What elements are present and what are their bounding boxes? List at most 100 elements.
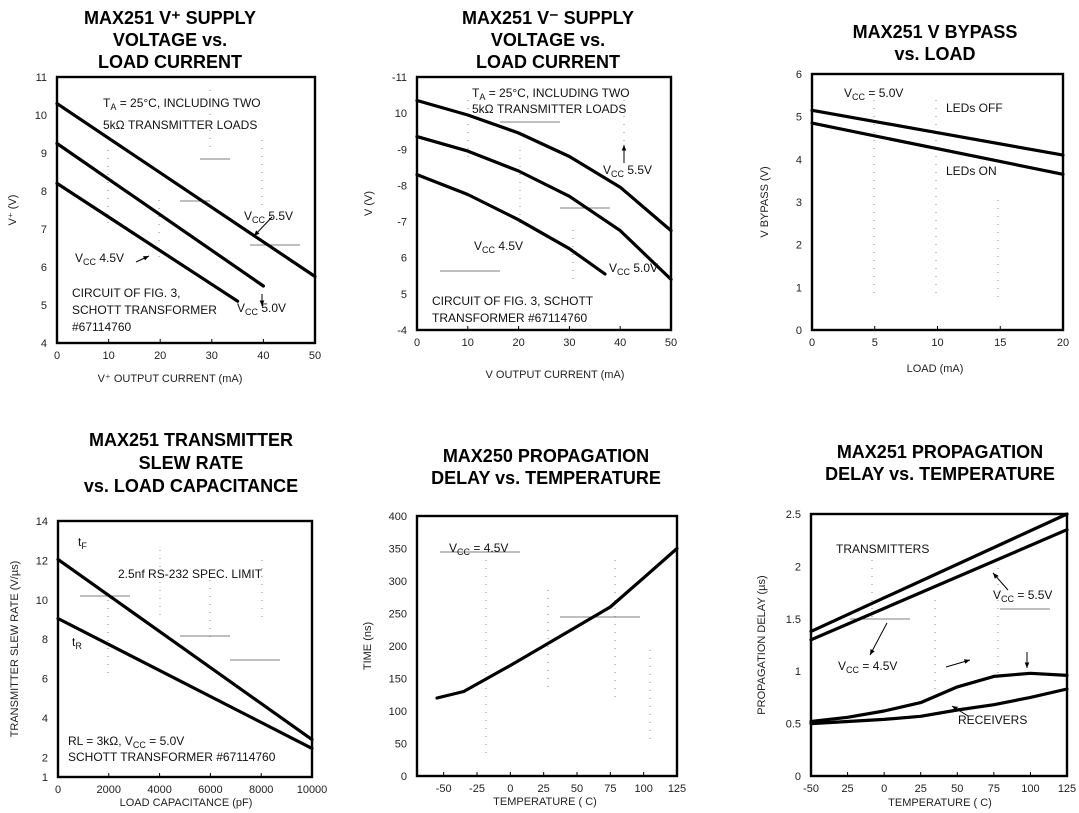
y-tick-label: -7: [397, 217, 407, 229]
x-axis-label: LOAD CAPACITANCE (pF): [120, 797, 253, 809]
x-tick-label: 10: [931, 337, 943, 349]
x-tick-label: 100: [634, 783, 652, 795]
chart-title-line: MAX251 V BYPASS: [853, 22, 1018, 42]
annotation-text: VCC 5.5V: [244, 209, 293, 225]
annotation-text: 2.5nf RS-232 SPEC. LIMIT: [118, 567, 263, 581]
chart-title-line: SLEW RATE: [139, 453, 244, 473]
y-axis-label: V BYPASS (V): [759, 166, 771, 237]
y-tick-label: 100: [389, 706, 407, 718]
series-line-1: [56, 616, 314, 751]
x-tick-label: 8000: [249, 784, 273, 796]
y-tick-label: -8: [397, 180, 407, 192]
chart-title-line: MAX251 PROPAGATION: [837, 442, 1043, 462]
x-tick-label: 40: [614, 337, 626, 349]
leader-arrowhead: [254, 230, 260, 236]
x-tick-label: 75: [604, 783, 616, 795]
y-tick-label: 1.5: [786, 614, 801, 626]
y-tick-label: 5: [796, 112, 802, 124]
y-axis-label: V (V): [363, 191, 375, 216]
y-tick-label: 6: [401, 253, 407, 265]
x-axis-label: LOAD (mA): [907, 363, 964, 375]
chart-title-line: DELAY vs. TEMPERATURE: [431, 468, 661, 488]
series-line-2: [809, 671, 1069, 724]
x-tick-label: 0: [414, 337, 420, 349]
y-tick-label: 5: [401, 289, 407, 301]
x-tick-label: 20: [154, 350, 166, 362]
x-tick-label: 15: [994, 337, 1006, 349]
x-tick-label: 50: [571, 783, 583, 795]
annotation-text: TRANSMITTERS: [836, 542, 929, 556]
leader-arrowhead: [993, 573, 999, 579]
series-line-0: [55, 101, 317, 279]
y-tick-label: 6: [41, 262, 47, 274]
y-tick-label: -11: [392, 72, 407, 84]
x-tick-label: 30: [563, 337, 575, 349]
annotation-text: VCC = 5.5V: [993, 588, 1052, 604]
annotation-text: RL = 3kΩ, VCC = 5.0V: [68, 734, 184, 750]
y-tick-label: 0.5: [786, 719, 801, 731]
x-tick-label: 6000: [198, 784, 222, 796]
chart-title-line: VOLTAGE vs.: [491, 30, 605, 50]
series-line-0: [56, 557, 314, 742]
y-axis-label: PROPAGATION DELAY (µs): [756, 575, 768, 714]
y-tick-label: 2.5: [786, 509, 801, 521]
y-tick-label: 2: [42, 752, 48, 764]
y-tick-label: 9: [41, 148, 47, 160]
annotation-text: VCC = 4.5V: [449, 541, 508, 557]
x-tick-label: 25: [841, 783, 853, 795]
y-tick-label: 5: [41, 300, 47, 312]
y-tick-label: -9: [397, 144, 407, 156]
annotation-text: TRANSFORMER #67114760: [432, 311, 588, 325]
y-tick-label: 3: [796, 197, 802, 209]
leader-arrowhead: [621, 145, 627, 151]
y-tick-label: 4: [796, 154, 802, 166]
y-tick-label: 200: [389, 641, 407, 653]
y-tick-label: 1: [795, 666, 801, 678]
annotation-text: #67114760: [72, 320, 132, 334]
y-tick-label: 0: [795, 771, 801, 783]
x-tick-label: 20: [512, 337, 524, 349]
series-line-1: [809, 528, 1069, 642]
series-line-0: [810, 108, 1065, 157]
plot-frame: [56, 519, 314, 779]
series-line-1: [810, 121, 1065, 176]
x-tick-label: 100: [1021, 783, 1039, 795]
plot-frame: [809, 512, 1069, 778]
plot-frame: [415, 75, 673, 332]
y-axis-label: V⁺ (V): [7, 195, 19, 226]
x-tick-label: 10000: [297, 784, 328, 796]
x-tick-label: 0: [507, 783, 513, 795]
y-tick-label: 2: [796, 240, 802, 252]
series-line-1: [55, 141, 265, 288]
y-tick-label: 150: [389, 674, 407, 686]
y-axis-label: TIME (ns): [362, 622, 374, 670]
chart-title-line: MAX251 V⁻ SUPPLY: [462, 8, 634, 28]
annotation-text: VCC 5.0V: [609, 261, 658, 277]
series-line-2: [55, 181, 240, 303]
y-tick-label: 10: [36, 595, 48, 607]
x-tick-label: 30: [206, 350, 218, 362]
annotation-text: SCHOTT TRANSFORMER #67114760: [68, 750, 276, 764]
series-line-0: [435, 546, 679, 700]
x-tick-label: 10: [462, 337, 474, 349]
y-tick-label: 12: [36, 555, 48, 567]
y-tick-label: 350: [389, 544, 407, 556]
plot-frame: [415, 514, 679, 778]
annotation-text: RECEIVERS: [958, 713, 1027, 727]
chart-title-line: MAX251 TRANSMITTER: [89, 430, 293, 450]
series-line-1: [415, 135, 673, 281]
leader-arrowhead: [870, 649, 875, 655]
y-tick-label: 300: [389, 576, 407, 588]
x-tick-label: 20: [1057, 337, 1069, 349]
x-axis-label: V OUTPUT CURRENT (mA): [486, 369, 625, 381]
plot-frame: [810, 72, 1065, 332]
chart-title-line: vs. LOAD CAPACITANCE: [84, 476, 298, 496]
y-tick-label: 8: [41, 186, 47, 198]
x-axis-label: TEMPERATURE ( C): [888, 797, 992, 809]
chart-title-line: DELAY vs. TEMPERATURE: [825, 464, 1055, 484]
chart-title-line: LOAD CURRENT: [476, 52, 620, 72]
